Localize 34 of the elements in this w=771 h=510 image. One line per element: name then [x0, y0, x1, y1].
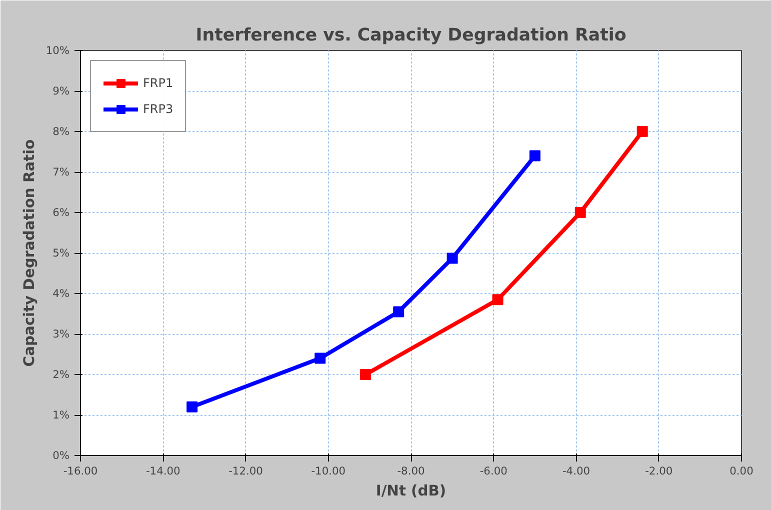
point: [186, 401, 198, 412]
y-tick-label: 1%: [52, 408, 70, 422]
x-tick-label: -2.00: [645, 464, 673, 478]
y-tick-label: 3%: [52, 328, 70, 340]
legend-label: FRP1: [143, 76, 174, 90]
y-tick-label: 8%: [52, 125, 70, 138]
chart-title: Interference vs. Capacity Degradation Ratio: [196, 26, 626, 46]
x-axis-title: I/Nt (dB): [376, 482, 446, 500]
x-tick-label: -6.00: [480, 464, 508, 478]
point: [360, 369, 372, 380]
legend-label: FRP3: [143, 102, 174, 116]
point: [314, 352, 326, 364]
x-tick-label: -8.00: [397, 464, 426, 478]
y-tick-label: 6%: [52, 206, 70, 219]
y-tick-label: 2%: [52, 368, 70, 381]
point: [529, 150, 540, 162]
x-tick-label: -14.00: [146, 464, 181, 478]
point: [574, 207, 586, 218]
y-tick-label: 5%: [52, 246, 70, 260]
y-axis-title: Capacity Degradation Ratio: [20, 139, 38, 367]
x-tick-label: -4.00: [562, 464, 590, 478]
x-tick-label: -16.00: [63, 464, 98, 478]
x-tick-label: 0.00: [730, 464, 754, 478]
y-tick-label: 10%: [46, 44, 70, 57]
point: [636, 126, 648, 137]
point: [393, 306, 404, 318]
y-tick-label: 0%: [52, 449, 70, 462]
x-tick-label: -10.00: [311, 464, 346, 478]
y-tick-label: 4%: [52, 287, 70, 300]
point: [492, 294, 504, 306]
y-tick-label: 7%: [52, 166, 70, 178]
point: [446, 252, 458, 264]
x-tick-label: -12.00: [228, 464, 264, 478]
y-tick-label: 9%: [52, 84, 70, 98]
